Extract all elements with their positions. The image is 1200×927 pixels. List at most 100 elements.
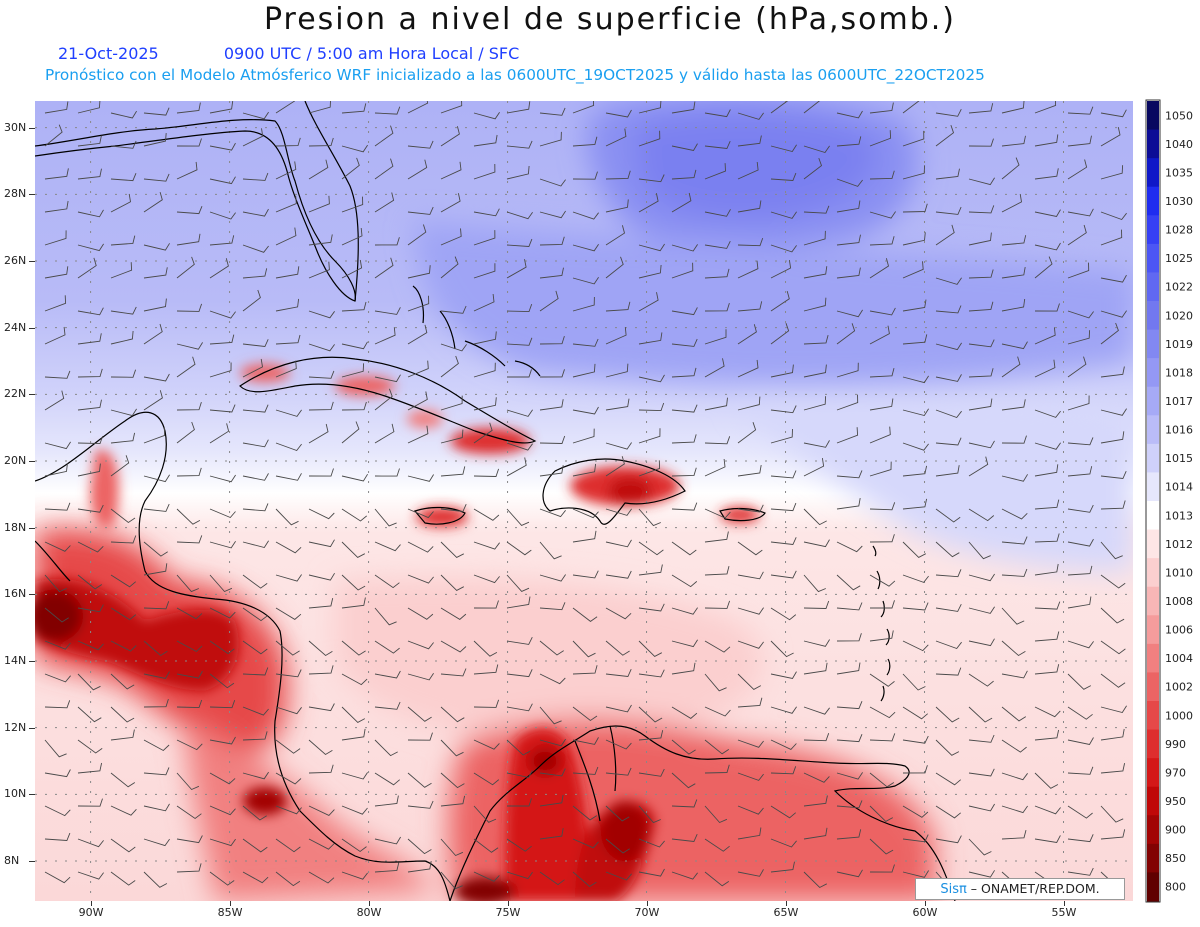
- wind-barb: [869, 398, 894, 411]
- wind-barb: [77, 209, 104, 218]
- wind-barb: [440, 228, 462, 246]
- wind-barb: [110, 729, 135, 741]
- wind-barb: [539, 399, 564, 411]
- wind-barb: [374, 795, 399, 807]
- wind-barb: [1067, 135, 1092, 147]
- pressure-map[interactable]: [35, 101, 1133, 901]
- wind-barb: [539, 706, 562, 725]
- wind-barb: [143, 767, 170, 776]
- wind-barb: [308, 234, 333, 246]
- wind-barb: [341, 574, 366, 591]
- wind-barb: [572, 665, 598, 675]
- wind-barb: [506, 703, 533, 712]
- wind-barb: [605, 508, 632, 516]
- colorbar-swatch: [1147, 815, 1159, 845]
- wind-barb: [77, 368, 103, 378]
- wind-barb: [737, 697, 763, 708]
- wind-barb: [770, 766, 797, 775]
- wind-barb: [209, 474, 236, 483]
- wind-barb: [770, 640, 794, 658]
- wind-barb: [242, 404, 269, 413]
- pressure-field: [35, 101, 1133, 901]
- lon-tick-mark: [90, 901, 92, 906]
- wind-barb: [473, 699, 500, 708]
- wind-barb: [308, 423, 329, 444]
- wind-barb: [44, 700, 71, 709]
- wind-barb: [869, 102, 894, 114]
- wind-barb: [1100, 431, 1125, 444]
- wind-barb: [539, 794, 564, 807]
- wind-barb: [407, 640, 434, 650]
- wind-barb: [902, 735, 929, 744]
- wind-barb: [341, 838, 367, 853]
- wind-barb: [374, 468, 400, 477]
- wind-barb: [671, 871, 698, 880]
- wind-barb: [671, 244, 698, 252]
- wind-barb: [869, 461, 892, 477]
- colorbar-label: 1002: [1165, 681, 1193, 694]
- wind-barb: [539, 267, 564, 279]
- wind-barb: [308, 468, 334, 477]
- lat-tick-label: 12N: [4, 720, 27, 734]
- wind-barb: [374, 327, 396, 345]
- wind-barb: [704, 508, 731, 519]
- wind-barb: [308, 508, 335, 520]
- wind-barb: [209, 871, 235, 886]
- wind-barb: [737, 827, 762, 840]
- wind-barb: [572, 338, 599, 347]
- wind-barb: [44, 168, 69, 180]
- colorbar-swatch: [1147, 472, 1159, 502]
- wind-barb: [77, 333, 102, 345]
- wind-barb: [1034, 631, 1060, 642]
- wind-barb: [242, 805, 267, 821]
- wind-barb: [968, 706, 993, 723]
- wind-barb: [572, 805, 598, 821]
- wind-barb: [407, 861, 432, 873]
- wind-barb: [704, 329, 727, 345]
- wind-barb: [1067, 437, 1094, 446]
- wind-barb: [308, 703, 335, 712]
- wind-barb: [1001, 474, 1028, 482]
- wind-barb: [704, 565, 730, 576]
- wind-barb: [506, 101, 531, 114]
- wind-barb: [473, 871, 500, 882]
- wind-barb: [737, 739, 764, 748]
- wind-barb: [110, 838, 136, 853]
- wind-barb: [473, 468, 500, 477]
- wind-barb: [440, 126, 460, 147]
- wind-barb: [143, 243, 170, 251]
- wind-barb: [869, 733, 896, 742]
- wind-barb: [539, 335, 565, 345]
- wind-barb: [1100, 705, 1127, 714]
- wind-barb: [836, 178, 863, 187]
- wind-barb: [473, 163, 496, 180]
- wind-barb: [308, 101, 331, 114]
- wind-barb: [803, 157, 823, 180]
- wind-barb: [143, 191, 163, 213]
- wind-barb: [1034, 464, 1059, 477]
- wind-barb: [209, 404, 236, 413]
- colorbar-swatch: [1147, 129, 1159, 159]
- wind-barb: [869, 502, 896, 511]
- wind-barb: [1034, 706, 1061, 718]
- colorbar-label: 1014: [1165, 481, 1193, 494]
- wind-barb: [473, 422, 493, 444]
- wind-barb: [770, 211, 797, 219]
- wind-barb: [143, 601, 170, 610]
- wind-barb: [77, 541, 104, 553]
- wind-barb: [143, 267, 168, 279]
- wind-barb: [275, 137, 301, 147]
- wind-barb: [110, 330, 134, 345]
- wind-barb: [803, 871, 828, 889]
- wind-barb: [605, 456, 625, 477]
- wind-barb: [308, 261, 330, 279]
- wind-barb: [836, 323, 856, 345]
- wind-barb: [671, 338, 698, 347]
- wind-barb: [110, 640, 137, 652]
- lon-tick-mark: [924, 901, 926, 906]
- wind-barb: [605, 838, 630, 854]
- wind-barb: [44, 101, 69, 114]
- wind-barb: [77, 640, 104, 651]
- colorbar-label: 1028: [1165, 224, 1193, 237]
- wind-barb: [110, 805, 137, 816]
